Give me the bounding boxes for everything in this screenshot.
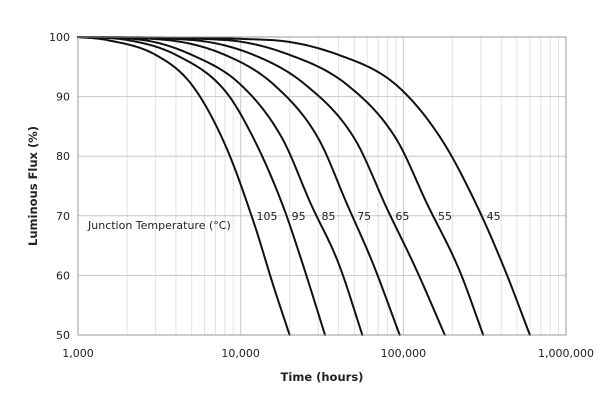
- x-tick-label: 10,000: [221, 347, 260, 360]
- series-line-105: [77, 36, 291, 336]
- y-tick-label: 60: [56, 269, 70, 282]
- y-tick-label: 100: [49, 31, 70, 44]
- x-tick-labels: 1,000 10,000 100,000 1,000,000: [62, 347, 594, 360]
- series-line-65: [77, 36, 446, 336]
- series-lines: [77, 36, 531, 336]
- y-tick-label: 50: [56, 329, 70, 342]
- series-label-65: 65: [395, 210, 409, 223]
- series-label-45: 45: [487, 210, 501, 223]
- series-label-95: 95: [292, 210, 306, 223]
- series-label-55: 55: [438, 210, 452, 223]
- series-line-95: [77, 36, 327, 336]
- x-tick-label: 100,000: [381, 347, 427, 360]
- x-tick-label: 1,000,000: [538, 347, 594, 360]
- series-label-85: 85: [321, 210, 335, 223]
- series-line-55: [77, 36, 485, 336]
- y-tick-label: 80: [56, 150, 70, 163]
- y-tick-label: 70: [56, 210, 70, 223]
- series-line-85: [77, 36, 364, 336]
- annotation: Junction Temperature (°C): [87, 219, 231, 232]
- series-label-105: 105: [257, 210, 278, 223]
- series-labels: 105 95 85 75 65 55 45: [257, 210, 501, 223]
- series-label-75: 75: [357, 210, 371, 223]
- y-tick-label: 90: [56, 91, 70, 104]
- y-axis-title: Luminous Flux (%): [26, 126, 40, 246]
- grid: [77, 36, 567, 336]
- plot-frame: [77, 36, 567, 336]
- x-axis-title: Time (hours): [281, 370, 364, 384]
- x-tick-label: 1,000: [62, 347, 94, 360]
- y-tick-labels: 50 60 70 80 90 100: [49, 31, 70, 342]
